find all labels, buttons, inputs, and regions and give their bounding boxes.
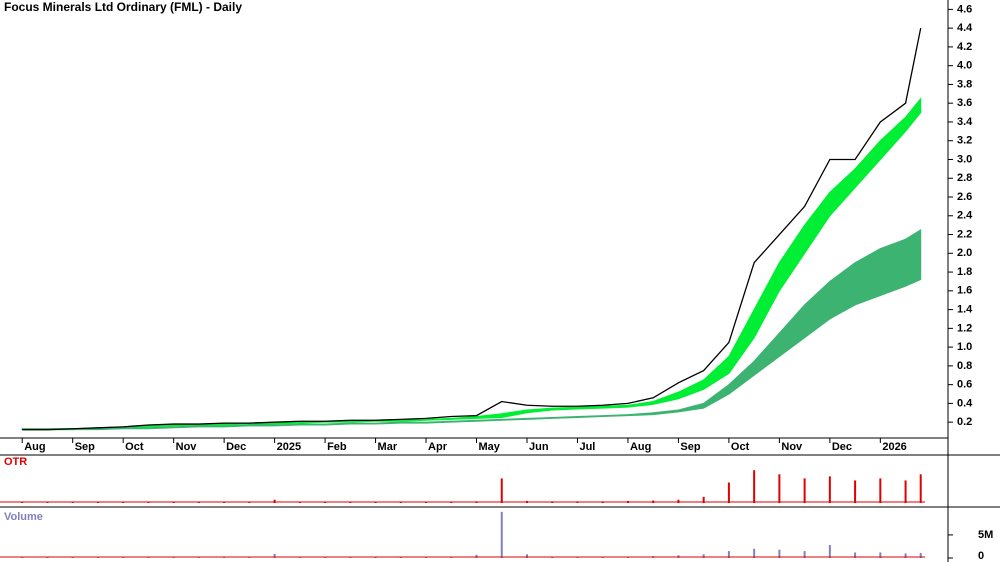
y-tick-label: 1.4 [957, 303, 973, 315]
y-tick-label: 1.0 [957, 341, 972, 353]
ribbon [21, 228, 922, 431]
x-tick-label: 2025 [277, 441, 301, 453]
x-tick-label: May [479, 441, 501, 453]
x-tick-label: Sep [680, 441, 700, 453]
ribbon [21, 97, 922, 431]
volume-title: Volume [4, 511, 43, 523]
y-tick-label: 3.4 [957, 116, 973, 128]
x-tick-label: Dec [832, 441, 852, 453]
y-tick-label: 0.8 [957, 360, 972, 372]
x-tick-label: Jul [579, 441, 595, 453]
y-tick-label: 2.0 [957, 247, 972, 259]
y-tick-label: 3.8 [957, 78, 972, 90]
x-tick-label: Aug [630, 441, 651, 453]
y-tick-label: 1.2 [957, 322, 972, 334]
y-tick-label: 4.4 [957, 22, 973, 34]
x-tick-label: Oct [731, 441, 750, 453]
y-tick-label: 0.6 [957, 379, 972, 391]
x-tick-label: Jun [529, 441, 549, 453]
x-tick-label: Oct [125, 441, 144, 453]
x-tick-label: Sep [75, 441, 95, 453]
y-tick-label: 1.8 [957, 266, 972, 278]
y-tick-label: 0.4 [957, 397, 973, 409]
x-tick-label: 2026 [882, 441, 906, 453]
x-tick-label: Nov [781, 441, 803, 453]
y-tick-label: 4.0 [957, 60, 972, 72]
y-tick-label: 2.4 [957, 210, 973, 222]
y-tick-label: 3.6 [957, 97, 972, 109]
y-tick-label: 3.0 [957, 153, 972, 165]
price-line [22, 28, 922, 431]
y-tick-label: 0.2 [957, 416, 972, 428]
chart-title: Focus Minerals Ltd Ordinary (FML) - Dail… [4, 0, 242, 14]
x-tick-label: Mar [378, 441, 398, 453]
y-tick-label: 4.2 [957, 41, 972, 53]
x-tick-label: Dec [226, 441, 246, 453]
y-tick-label: 4.6 [957, 3, 972, 15]
x-tick-label: Feb [327, 441, 347, 453]
x-tick-label: Aug [24, 441, 45, 453]
y-tick-label: 2.6 [957, 191, 972, 203]
y-tick-label: 3.2 [957, 135, 972, 147]
y-tick-label: 2.8 [957, 172, 972, 184]
otr-title: OTR [4, 456, 27, 468]
x-tick-label: Apr [428, 441, 448, 453]
y-tick-label: 1.6 [957, 285, 972, 297]
x-tick-label: Nov [176, 441, 198, 453]
y-tick-label: 0 [978, 550, 984, 562]
y-tick-label: 2.2 [957, 228, 972, 240]
y-tick-label: 5M [978, 529, 993, 541]
